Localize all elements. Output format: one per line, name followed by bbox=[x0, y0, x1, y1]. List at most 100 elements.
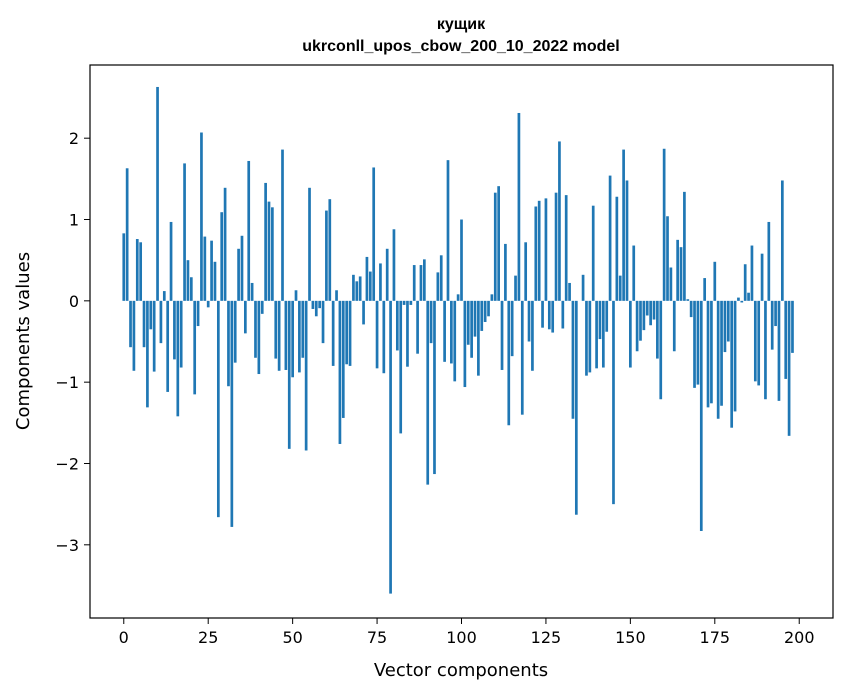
bar-47 bbox=[281, 149, 284, 301]
bar-132 bbox=[568, 282, 571, 301]
bar-187 bbox=[753, 300, 757, 382]
bar-36 bbox=[244, 300, 247, 334]
bar-50 bbox=[291, 300, 294, 378]
bar-151 bbox=[632, 245, 636, 301]
chart-title-line1: кущик bbox=[437, 16, 486, 33]
bar-192 bbox=[770, 300, 774, 350]
x-tick-label-175: 175 bbox=[700, 628, 731, 647]
bar-120 bbox=[527, 300, 531, 342]
bar-158 bbox=[656, 300, 659, 359]
bar-194 bbox=[777, 300, 781, 401]
bar-140 bbox=[595, 300, 598, 369]
bar-125 bbox=[544, 198, 548, 301]
bar-180 bbox=[730, 300, 734, 428]
x-tick-label-25: 25 bbox=[198, 628, 218, 647]
bar-165 bbox=[679, 247, 683, 301]
bar-37 bbox=[247, 160, 251, 301]
bar-7 bbox=[146, 300, 149, 408]
bar-21 bbox=[193, 300, 197, 395]
bar-97 bbox=[450, 300, 453, 364]
bar-23 bbox=[200, 132, 203, 301]
bar-152 bbox=[635, 300, 639, 352]
bar-185 bbox=[747, 292, 750, 301]
chart-title-line2: ukrconll_upos_cbow_200_10_2022 model bbox=[302, 38, 619, 55]
bar-51 bbox=[294, 290, 298, 301]
bar-113 bbox=[504, 243, 507, 301]
bar-13 bbox=[166, 300, 170, 392]
bar-38 bbox=[250, 282, 254, 301]
bar-69 bbox=[355, 281, 359, 301]
bar-77 bbox=[382, 300, 386, 374]
bar-131 bbox=[564, 195, 568, 301]
bar-85 bbox=[409, 300, 413, 305]
bar-35 bbox=[240, 235, 244, 301]
bar-52 bbox=[298, 300, 301, 373]
bar-189 bbox=[760, 253, 764, 301]
bar-40 bbox=[257, 300, 261, 375]
bar-34 bbox=[237, 248, 240, 301]
bar-54 bbox=[304, 300, 308, 451]
bar-59 bbox=[321, 300, 325, 344]
bar-70 bbox=[358, 276, 362, 301]
bar-60 bbox=[325, 210, 328, 301]
bar-147 bbox=[618, 275, 622, 301]
x-tick-label-100: 100 bbox=[446, 628, 477, 647]
bar-141 bbox=[598, 300, 602, 340]
bar-48 bbox=[284, 300, 288, 370]
y-tick-label-1: 1 bbox=[69, 211, 79, 230]
bar-119 bbox=[524, 242, 528, 301]
bar-126 bbox=[547, 300, 551, 330]
bar-136 bbox=[581, 274, 585, 301]
bar-106 bbox=[480, 300, 484, 331]
x-tick-label-0: 0 bbox=[119, 628, 129, 647]
bar-190 bbox=[764, 300, 767, 400]
y-tick-label--3: −3 bbox=[55, 536, 79, 555]
bar-103 bbox=[470, 300, 473, 358]
x-tick-label-200: 200 bbox=[784, 628, 815, 647]
bar-127 bbox=[551, 300, 555, 333]
bar-164 bbox=[676, 239, 679, 301]
bar-183 bbox=[740, 300, 744, 303]
bar-134 bbox=[574, 300, 578, 515]
bar-68 bbox=[352, 274, 355, 301]
bar-117 bbox=[517, 112, 521, 301]
bar-175 bbox=[713, 261, 717, 301]
bar-196 bbox=[784, 300, 788, 379]
bar-133 bbox=[571, 300, 575, 419]
bar-168 bbox=[689, 300, 693, 318]
bar-65 bbox=[341, 300, 345, 418]
bar-89 bbox=[423, 259, 426, 301]
bar-157 bbox=[652, 300, 656, 320]
bar-46 bbox=[277, 300, 281, 371]
x-tick-label-50: 50 bbox=[282, 628, 302, 647]
bar-182 bbox=[737, 297, 740, 301]
bar-155 bbox=[645, 300, 649, 316]
bar-94 bbox=[439, 255, 443, 301]
bar-198 bbox=[791, 300, 794, 353]
bar-137 bbox=[585, 300, 588, 376]
bar-123 bbox=[537, 200, 541, 301]
bar-186 bbox=[750, 245, 754, 301]
bar-178 bbox=[723, 300, 727, 353]
bar-27 bbox=[213, 261, 217, 301]
bar-162 bbox=[669, 267, 673, 301]
bar-67 bbox=[348, 300, 352, 366]
bar-139 bbox=[591, 205, 595, 301]
bar-1 bbox=[125, 168, 129, 301]
x-axis-label: Vector components bbox=[374, 660, 548, 681]
bar-72 bbox=[365, 256, 369, 301]
bar-31 bbox=[227, 300, 230, 387]
bar-116 bbox=[514, 275, 517, 301]
bar-195 bbox=[780, 180, 784, 301]
bar-154 bbox=[642, 300, 646, 331]
bars bbox=[122, 86, 794, 594]
bar-101 bbox=[463, 300, 467, 388]
bar-105 bbox=[477, 300, 480, 376]
bar-176 bbox=[716, 300, 720, 419]
bar-150 bbox=[629, 300, 632, 368]
bar-161 bbox=[666, 216, 669, 301]
bar-87 bbox=[416, 300, 419, 354]
bar-79 bbox=[389, 300, 392, 594]
